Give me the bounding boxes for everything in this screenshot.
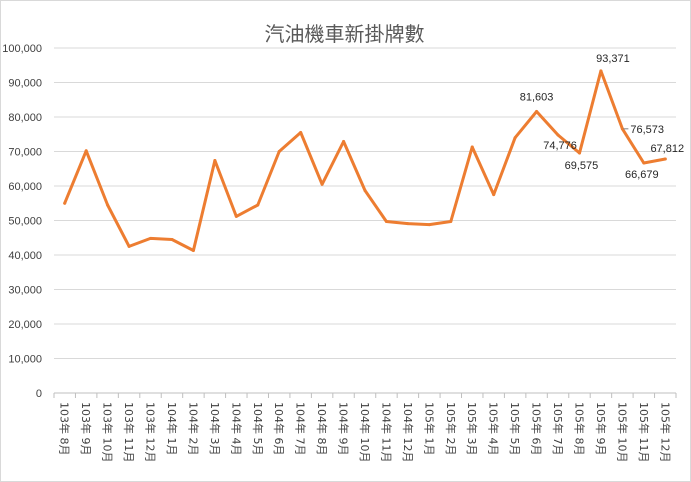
x-tick-label: 105年 1月 xyxy=(422,402,436,456)
data-point xyxy=(299,131,303,135)
data-label: 69,575 xyxy=(565,160,599,172)
y-tick-label: 30,000 xyxy=(8,285,42,297)
data-point xyxy=(320,182,324,186)
data-point xyxy=(556,133,560,137)
data-point xyxy=(663,157,667,161)
y-tick-label: 50,000 xyxy=(8,216,42,228)
x-tick-label: 104年 2月 xyxy=(186,402,200,456)
data-point xyxy=(149,236,153,240)
x-tick-label: 105年 10月 xyxy=(615,402,629,463)
data-point xyxy=(620,127,624,131)
x-tick-label: 103年 11月 xyxy=(122,402,136,463)
x-tick-label: 105年 3月 xyxy=(465,402,479,456)
x-tick-label: 103年 12月 xyxy=(144,402,158,463)
data-point xyxy=(363,188,367,192)
data-point xyxy=(577,151,581,155)
data-label: 81,603 xyxy=(520,91,554,103)
data-point xyxy=(513,136,517,140)
x-tick-label: 105年 5月 xyxy=(508,402,522,456)
data-point xyxy=(84,149,88,153)
y-tick-label: 40,000 xyxy=(8,250,42,262)
y-tick-label: 70,000 xyxy=(8,147,42,159)
x-tick-label: 105年 11月 xyxy=(637,402,651,463)
data-point xyxy=(427,223,431,227)
x-tick-label: 104年 7月 xyxy=(294,402,308,456)
x-tick-label: 104年 1月 xyxy=(165,402,179,456)
y-tick-label: 90,000 xyxy=(8,78,42,90)
data-point xyxy=(470,145,474,149)
data-label: 74,776 xyxy=(543,140,577,152)
x-tick-label: 105年 7月 xyxy=(551,402,565,456)
data-point xyxy=(127,244,131,248)
data-point xyxy=(106,203,110,207)
data-point xyxy=(170,237,174,241)
x-tick-label: 105年 6月 xyxy=(530,402,544,456)
y-tick-label: 60,000 xyxy=(8,181,42,193)
data-point xyxy=(492,193,496,197)
data-label: 76,573 xyxy=(630,124,664,136)
data-label: 67,812 xyxy=(650,143,684,155)
data-point xyxy=(384,220,388,224)
y-tick-label: 100,000 xyxy=(2,43,42,55)
data-label: 66,679 xyxy=(625,169,659,181)
x-tick-label: 104年 8月 xyxy=(315,402,329,456)
data-point xyxy=(234,214,238,218)
y-tick-label: 20,000 xyxy=(8,319,42,331)
x-tick-label: 104年 6月 xyxy=(272,402,286,456)
x-tick-label: 104年 3月 xyxy=(208,402,222,456)
x-tick-label: 103年 9月 xyxy=(79,402,93,456)
data-label: 93,371 xyxy=(596,53,630,65)
x-tick-label: 104年 12月 xyxy=(401,402,415,463)
data-point xyxy=(256,203,260,207)
x-tick-label: 104年 10月 xyxy=(358,402,372,463)
data-point xyxy=(342,139,346,143)
data-point xyxy=(642,161,646,165)
y-tick-label: 80,000 xyxy=(8,112,42,124)
x-tick-label: 103年 10月 xyxy=(101,402,115,463)
data-point xyxy=(449,220,453,224)
chart-title: 汽油機車新掛牌數 xyxy=(264,22,425,46)
y-tick-label: 0 xyxy=(36,388,42,400)
x-tick-label: 103年 8月 xyxy=(58,402,72,456)
x-tick-label: 105年 8月 xyxy=(572,402,586,456)
x-tick-label: 104年 4月 xyxy=(229,402,243,456)
x-tick-label: 105年 2月 xyxy=(444,402,458,456)
data-point xyxy=(191,249,195,253)
x-tick-label: 104年 5月 xyxy=(251,402,265,456)
data-point xyxy=(213,158,217,162)
data-point xyxy=(277,150,281,153)
data-point xyxy=(406,222,410,226)
y-tick-label: 10,000 xyxy=(8,354,42,366)
data-point xyxy=(599,69,603,73)
x-tick-label: 105年 12月 xyxy=(658,402,672,463)
x-tick-label: 105年 4月 xyxy=(487,402,501,456)
x-tick-label: 105年 9月 xyxy=(594,402,608,456)
data-point xyxy=(535,109,539,113)
x-tick-label: 104年 9月 xyxy=(337,402,351,456)
data-point xyxy=(63,201,67,205)
x-tick-label: 104年 11月 xyxy=(379,402,393,463)
